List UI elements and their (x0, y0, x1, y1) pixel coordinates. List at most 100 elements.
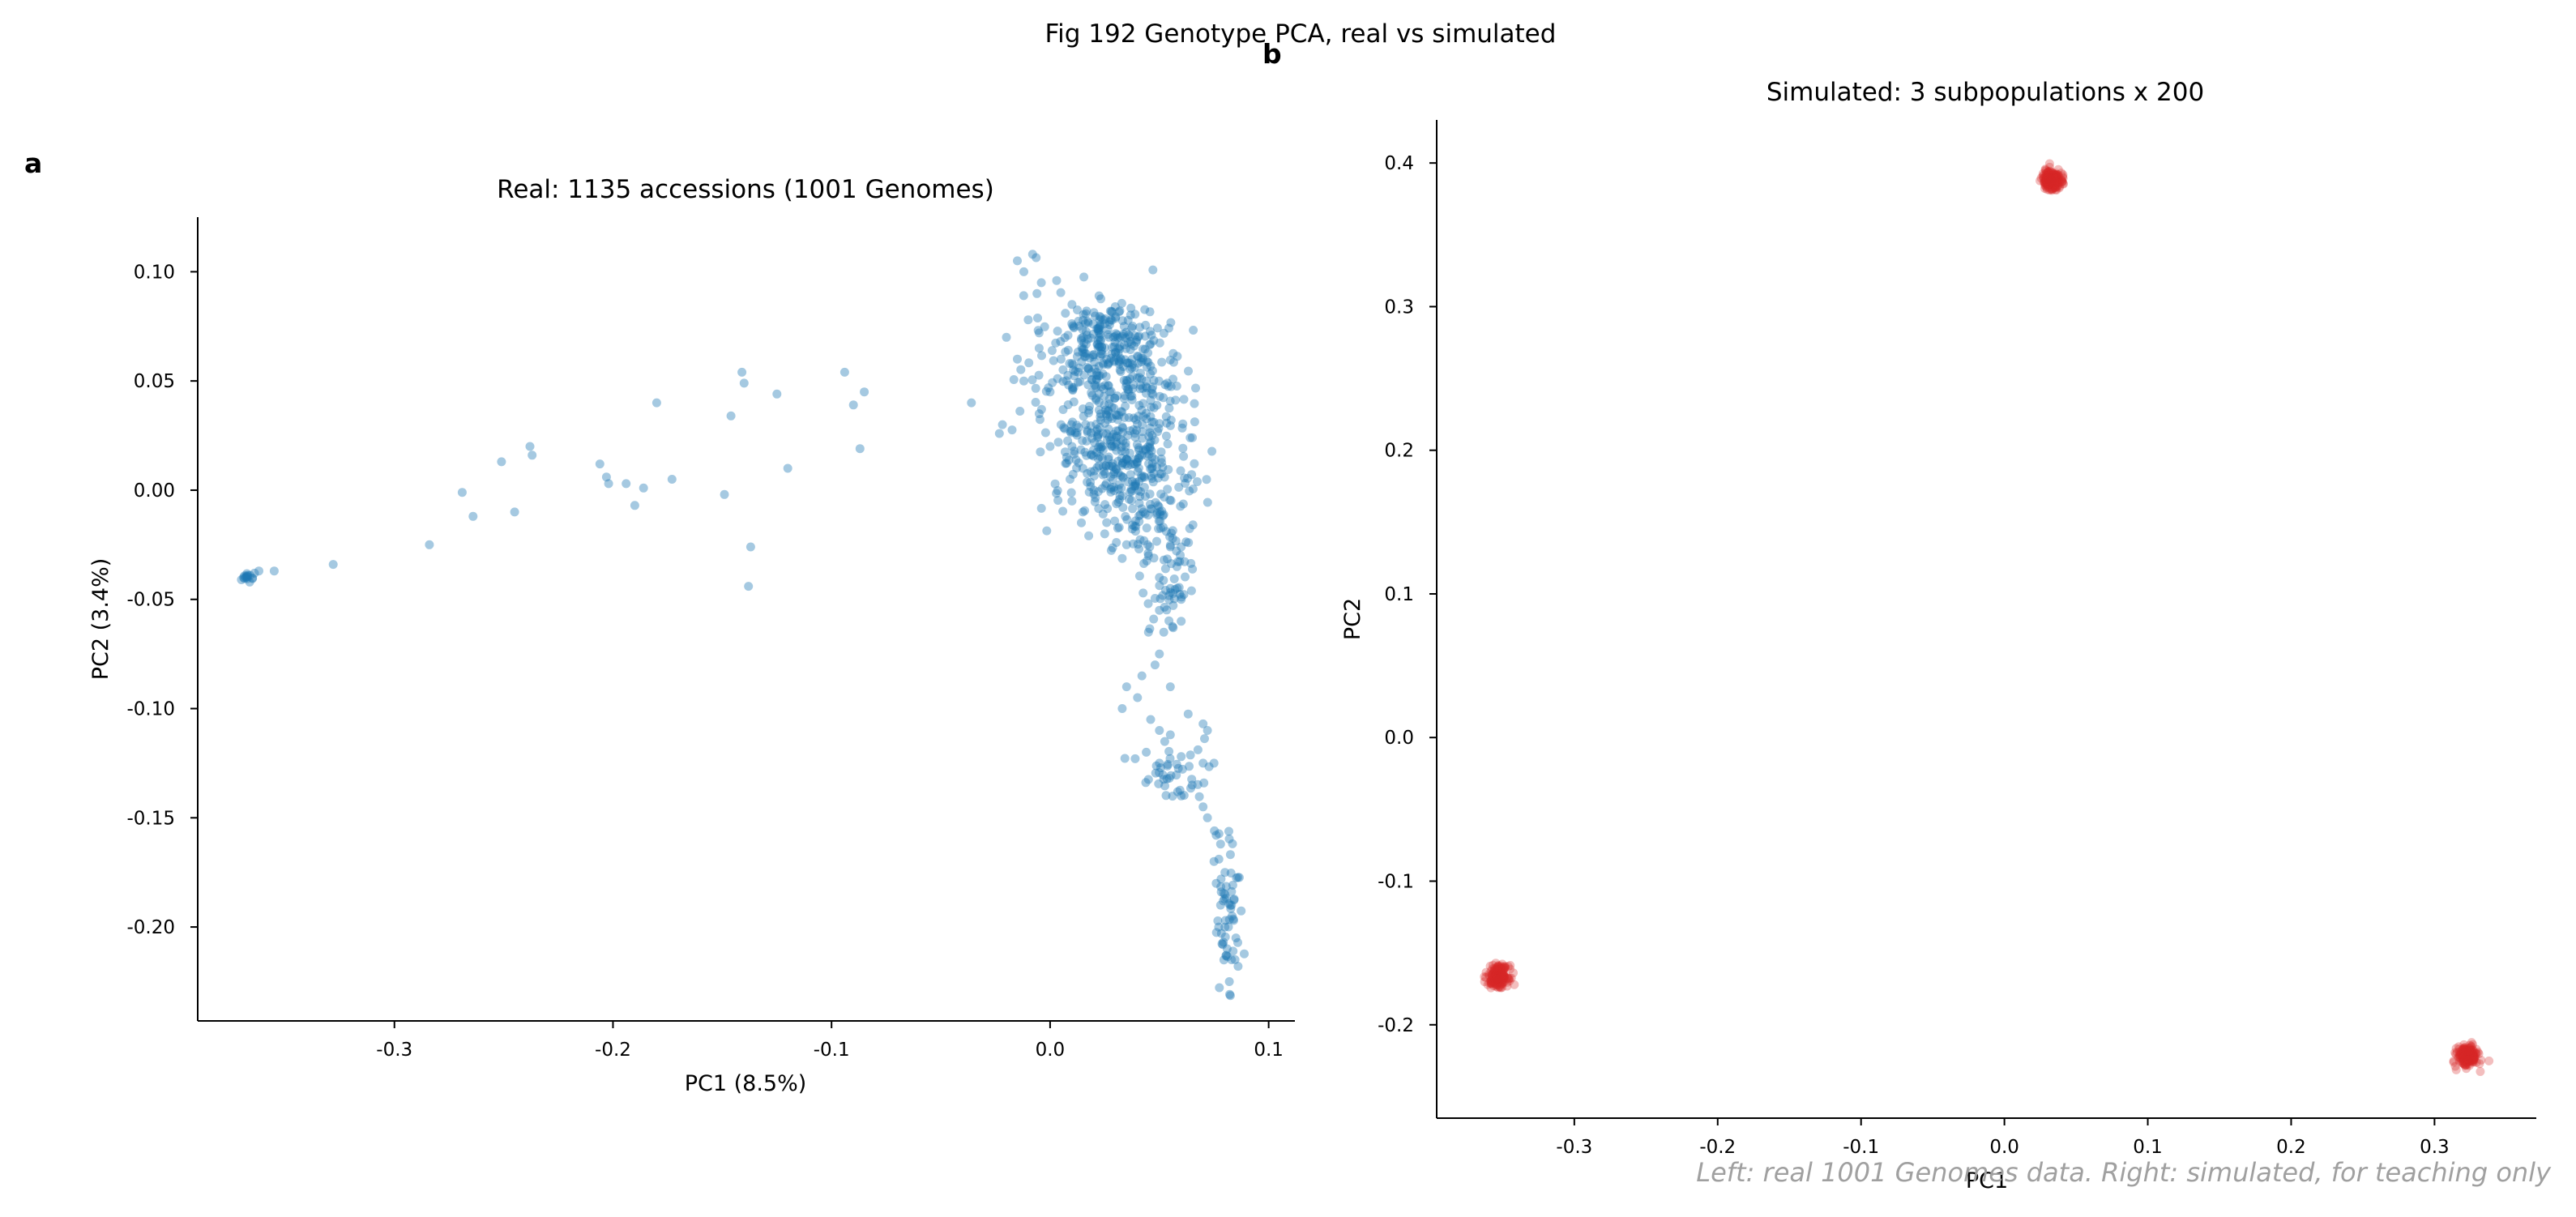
data-point (2454, 1044, 2464, 1054)
data-point (1105, 439, 1115, 449)
data-point (1137, 473, 1147, 483)
data-point (2050, 170, 2060, 180)
data-point (2458, 1050, 2467, 1059)
data-point (1098, 349, 1108, 359)
data-point (1078, 436, 1087, 446)
data-point (1078, 332, 1087, 342)
data-point (1095, 371, 1104, 381)
data-point (1096, 313, 1106, 322)
data-point (1489, 981, 1498, 990)
data-point (2052, 171, 2061, 181)
data-point (1499, 971, 1509, 981)
data-point (1233, 962, 1243, 971)
data-point (1495, 970, 1505, 980)
data-point (1127, 524, 1137, 534)
data-point (1094, 442, 1104, 452)
data-point (1177, 764, 1187, 774)
data-point (1147, 471, 1156, 480)
panel-b-y-ticks: 0.40.30.20.10.0-0.1-0.2 (1378, 153, 1437, 1036)
data-point (1104, 394, 1114, 404)
data-point (1494, 982, 1504, 992)
data-point (1496, 971, 1506, 981)
data-point (1144, 450, 1154, 459)
data-point (2462, 1060, 2471, 1070)
data-point (2463, 1050, 2472, 1060)
data-point (1070, 446, 1079, 456)
data-point (1103, 330, 1113, 339)
data-point (1067, 496, 1077, 506)
data-point (1101, 409, 1111, 419)
data-point (1145, 624, 1155, 634)
data-point (1232, 873, 1241, 882)
data-point (1069, 322, 1079, 331)
data-point (1492, 972, 1501, 982)
data-point (2042, 172, 2052, 181)
data-point (2468, 1045, 2477, 1055)
data-point (1130, 477, 1140, 487)
data-point (1080, 318, 1090, 328)
data-point (1149, 614, 1159, 624)
data-point (1134, 511, 1144, 521)
data-point (1131, 522, 1141, 532)
data-point (2458, 1053, 2467, 1062)
data-point (1123, 461, 1133, 471)
x-tick-label: 0.1 (1254, 1040, 1284, 1061)
data-point (1165, 396, 1175, 406)
data-point (1140, 472, 1150, 482)
data-point (1155, 573, 1164, 583)
data-point (1083, 364, 1093, 374)
data-point (2048, 179, 2058, 189)
data-point (2048, 173, 2058, 182)
data-point (2461, 1052, 2471, 1061)
data-point (1049, 356, 1058, 365)
data-point (1128, 322, 1138, 331)
data-point (2044, 186, 2054, 195)
data-point (1132, 425, 1142, 435)
data-point (2040, 181, 2050, 191)
data-point (1152, 508, 1162, 518)
data-point (2051, 174, 2061, 183)
data-point (1115, 365, 1125, 375)
data-point (2045, 175, 2055, 185)
data-point (2057, 177, 2067, 186)
data-point (2460, 1053, 2470, 1062)
data-point (1105, 306, 1115, 316)
data-point (1126, 331, 1135, 341)
data-point (1102, 518, 1112, 527)
data-point (2038, 169, 2048, 178)
data-point (1493, 967, 1503, 976)
data-point (1121, 378, 1131, 388)
data-point (1184, 538, 1194, 548)
data-point (1497, 971, 1507, 980)
data-point (1142, 357, 1151, 366)
data-point (1181, 572, 1190, 582)
data-point (1164, 595, 1174, 604)
data-point (1179, 590, 1189, 600)
data-point (1492, 971, 1502, 981)
data-point (1509, 968, 1518, 978)
data-point (2464, 1051, 2474, 1061)
data-point (1153, 501, 1163, 510)
data-point (2050, 182, 2060, 192)
data-point (2461, 1045, 2471, 1054)
data-point (1489, 977, 1499, 986)
data-point (1099, 467, 1109, 476)
data-point (2052, 173, 2061, 183)
data-point (2462, 1064, 2471, 1074)
data-point (1172, 771, 1181, 780)
data-point (1147, 452, 1157, 462)
data-point (1136, 369, 1145, 378)
data-point (2050, 169, 2060, 179)
data-point (2048, 168, 2057, 177)
data-point (1136, 353, 1146, 363)
data-point (2043, 168, 2053, 177)
data-point (2052, 171, 2061, 181)
data-point (1096, 335, 1105, 344)
data-point (1096, 320, 1105, 330)
data-point (1082, 306, 1091, 316)
data-point (2467, 1046, 2476, 1056)
data-point (1126, 470, 1135, 480)
data-point (1185, 433, 1195, 442)
data-point (1036, 404, 1046, 414)
data-point (1110, 331, 1120, 341)
